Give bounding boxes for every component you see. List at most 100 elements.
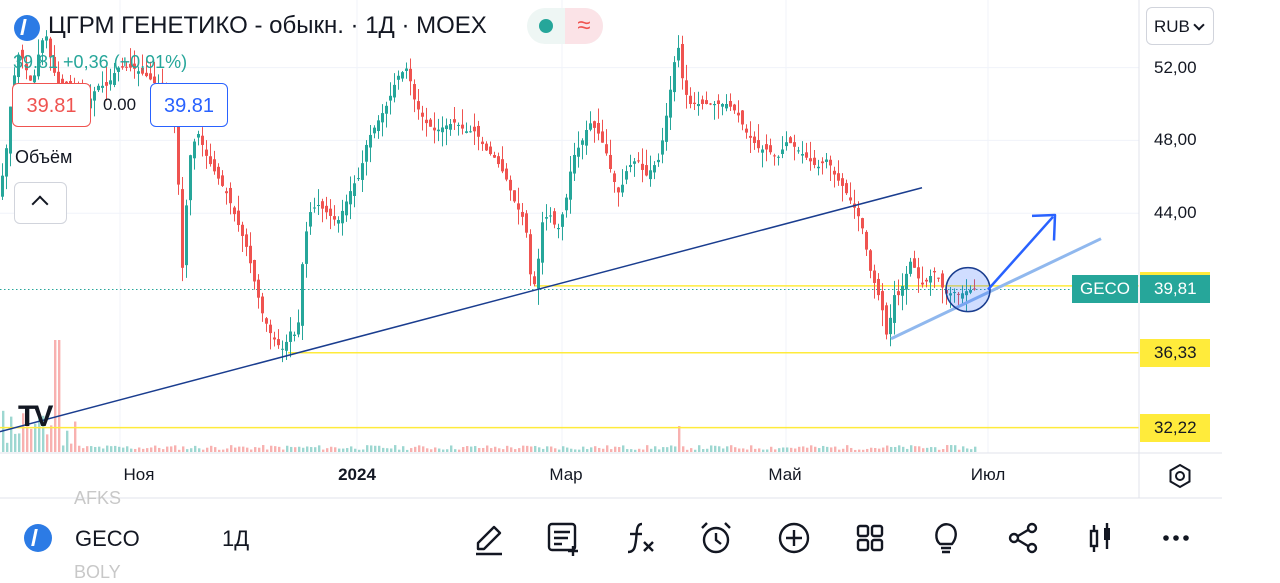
candle-body xyxy=(513,190,516,202)
volume-bar xyxy=(902,446,905,452)
candle-body xyxy=(769,145,772,153)
candle-body xyxy=(753,136,756,143)
candle-chart-type-icon[interactable] xyxy=(1080,518,1120,558)
volume-bar xyxy=(614,446,617,452)
chart-title[interactable]: ЦГРМ ГЕНЕТИКО - обыкн. · 1Д · MOEX xyxy=(48,12,487,39)
volume-bar xyxy=(182,446,185,452)
volume-bar xyxy=(278,446,281,452)
volume-bar xyxy=(686,449,689,452)
volume-bar xyxy=(98,446,101,452)
ideas-lightbulb-icon[interactable] xyxy=(926,518,966,558)
more-menu-icon[interactable] xyxy=(1156,518,1196,558)
candle-body xyxy=(17,54,20,78)
candle-body xyxy=(805,152,808,158)
volume-bar xyxy=(638,448,641,452)
candle-body xyxy=(21,49,24,59)
symbol-button[interactable]: GECO xyxy=(75,526,140,551)
buy-price-box[interactable]: 39.81 xyxy=(150,83,228,127)
candle-body xyxy=(961,293,964,299)
market-status-pill[interactable]: ≈ xyxy=(527,8,603,44)
volume-bar xyxy=(362,449,365,452)
candle-body xyxy=(361,163,364,180)
candle-body xyxy=(249,245,252,264)
volume-bar xyxy=(106,445,109,452)
candle-body xyxy=(917,267,920,279)
volume-bar xyxy=(742,448,745,452)
candle-body xyxy=(809,158,812,162)
volume-bar xyxy=(674,446,677,452)
volume-bar xyxy=(374,445,377,452)
candle-body xyxy=(333,216,336,220)
candle-body xyxy=(549,215,552,217)
share-icon[interactable] xyxy=(1003,518,1043,558)
volume-bar xyxy=(10,416,13,452)
chart-settings-icon[interactable] xyxy=(1166,462,1194,490)
volume-bar xyxy=(870,447,873,452)
volume-bar xyxy=(430,449,433,452)
market-open-dot-icon xyxy=(539,19,553,33)
candle-body xyxy=(525,213,528,233)
volume-bar xyxy=(330,446,333,452)
tradingview-logo[interactable]: TV xyxy=(18,400,53,433)
candle-body xyxy=(965,291,968,296)
candle-body xyxy=(301,264,304,326)
volume-bar xyxy=(66,430,69,452)
price-chart[interactable] xyxy=(0,0,1280,500)
volume-bar xyxy=(722,448,725,452)
volume-bar xyxy=(762,449,765,452)
candle-body xyxy=(881,291,884,311)
candle-body xyxy=(149,73,152,80)
candle-body xyxy=(889,317,892,335)
volume-bar xyxy=(474,446,477,452)
volume-bar xyxy=(838,449,841,452)
candle-body xyxy=(197,134,200,138)
volume-bar xyxy=(6,442,9,452)
time-tick-label: 2024 xyxy=(338,465,376,484)
volume-bar xyxy=(42,415,45,452)
candle-body xyxy=(285,341,288,351)
candle-body xyxy=(553,211,556,225)
volume-bar xyxy=(294,447,297,452)
volume-bar xyxy=(534,445,537,452)
draw-pen-icon[interactable] xyxy=(468,518,508,558)
volume-bar xyxy=(710,445,713,452)
layout-grid-icon[interactable] xyxy=(850,518,890,558)
symbol-logo-icon[interactable] xyxy=(24,524,52,552)
candle-body xyxy=(441,127,444,133)
volume-bar xyxy=(930,447,933,452)
volume-bar xyxy=(446,449,449,452)
candle-body xyxy=(725,104,728,109)
volume-bars xyxy=(2,340,977,452)
add-plus-icon[interactable] xyxy=(774,518,814,558)
interval-button[interactable]: 1Д xyxy=(222,526,250,551)
candle-body xyxy=(345,201,348,216)
currency-select[interactable]: RUB xyxy=(1146,7,1214,45)
candle-body xyxy=(97,85,100,91)
indicators-icon[interactable] xyxy=(620,518,660,558)
candle-body xyxy=(897,291,900,296)
sell-price-box[interactable]: 39.81 xyxy=(12,83,91,127)
candle-body xyxy=(141,67,144,74)
candle-body xyxy=(233,207,236,215)
volume-bar xyxy=(610,449,613,452)
volume-bar xyxy=(938,449,941,452)
candle-body xyxy=(669,89,672,118)
candle-body xyxy=(117,67,120,72)
collapse-legend-button[interactable] xyxy=(14,182,67,224)
candle-body xyxy=(509,179,512,191)
candle-body xyxy=(697,104,700,107)
candle-body xyxy=(717,100,720,104)
volume-bar xyxy=(78,445,81,452)
volume-bar xyxy=(82,448,85,452)
candle-body xyxy=(497,156,500,165)
candle-body xyxy=(1,175,4,197)
alarm-clock-icon[interactable] xyxy=(696,518,736,558)
add-note-icon[interactable] xyxy=(543,518,583,558)
candle-body xyxy=(521,211,524,217)
candle-body xyxy=(137,71,140,74)
volume-bar xyxy=(326,448,329,452)
volume-bar xyxy=(162,449,165,452)
candle-body xyxy=(713,104,716,106)
volume-bar xyxy=(138,447,141,452)
candle-body xyxy=(581,140,584,145)
